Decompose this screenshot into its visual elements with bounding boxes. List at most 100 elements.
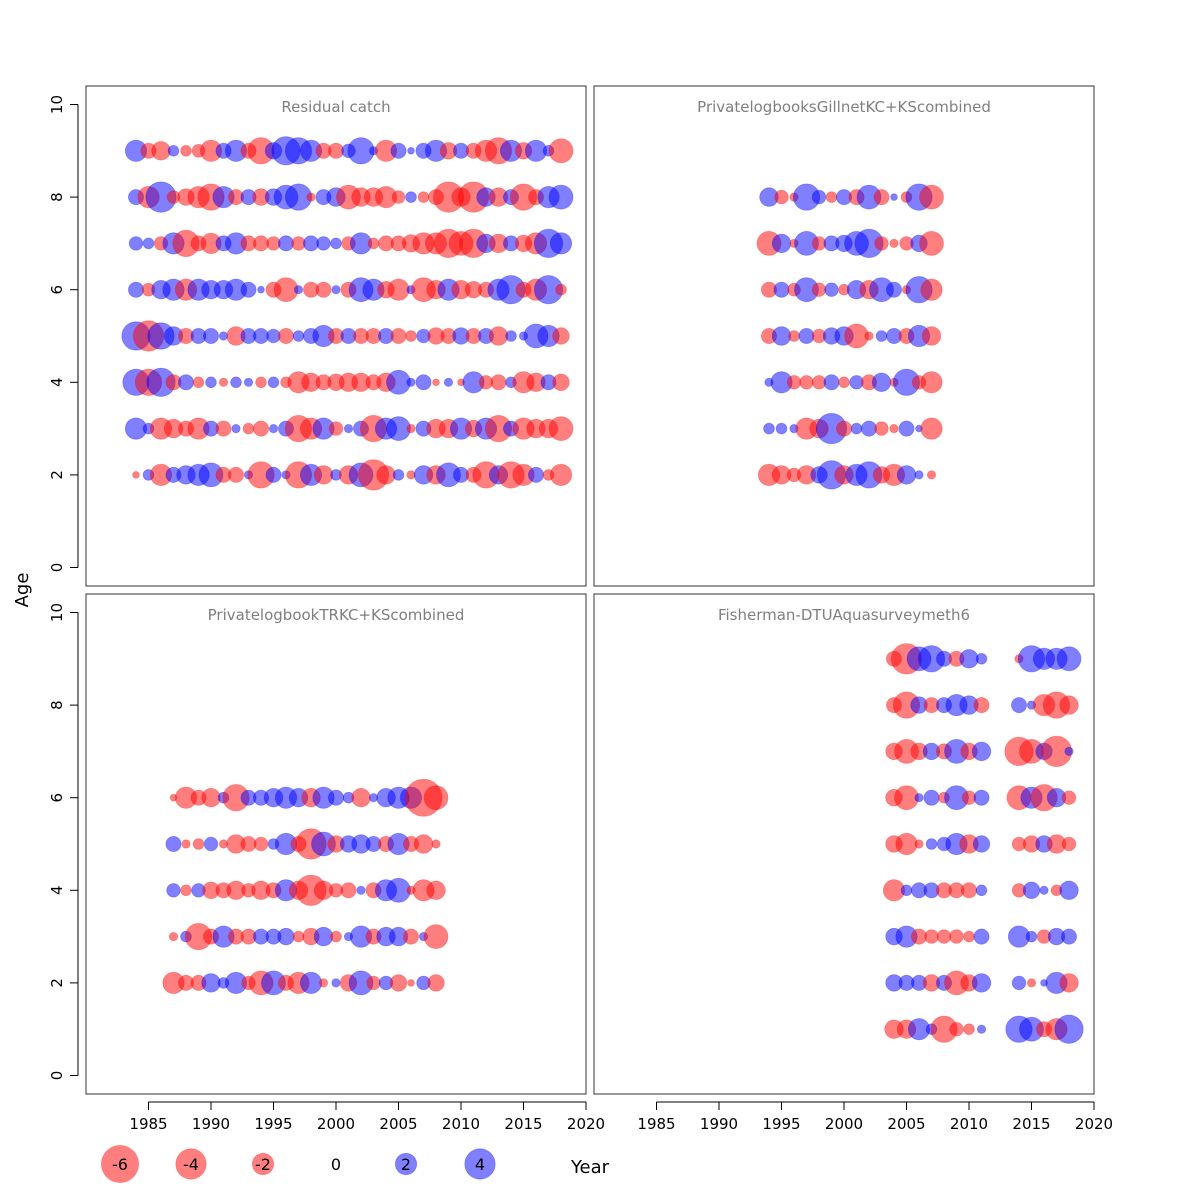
y-tick-label: 4 xyxy=(48,886,66,896)
bubble-point xyxy=(1061,790,1077,805)
bubble-point xyxy=(774,189,789,205)
bubble-point xyxy=(265,466,282,483)
bubble-point xyxy=(549,463,573,486)
bubble-point xyxy=(227,466,244,483)
bubble-point xyxy=(230,376,242,389)
bubble-point xyxy=(432,378,440,387)
bubble-point xyxy=(390,142,407,159)
bubble-point xyxy=(971,741,992,762)
bubble-point xyxy=(180,145,192,157)
bubble-point xyxy=(167,145,180,157)
bubble-point xyxy=(920,371,943,394)
x-tick-label: 2015 xyxy=(504,1115,542,1133)
bubble-point xyxy=(127,281,144,298)
legend-item: -6 xyxy=(101,1145,140,1184)
bubble-point xyxy=(890,193,898,201)
y-axis: 0 2 4 6 8 10 xyxy=(48,603,79,1080)
bubble-point xyxy=(313,465,334,485)
bubble-point xyxy=(180,884,192,897)
bubble-point xyxy=(427,974,445,992)
bubble-point xyxy=(318,978,329,988)
bubble-point xyxy=(1025,930,1038,943)
bubble-point xyxy=(218,377,229,387)
bubble-point xyxy=(552,373,570,392)
legend-item: 2 xyxy=(394,1152,418,1176)
x-tick-label: 2015 xyxy=(1012,1115,1050,1133)
bubble-point xyxy=(389,974,408,992)
bubble-point xyxy=(257,285,265,294)
bubble-point xyxy=(914,839,924,849)
bubble-point xyxy=(1059,973,1079,993)
legend-bubble xyxy=(101,1145,140,1184)
bubble-point xyxy=(240,281,257,298)
x-tick-label: 1985 xyxy=(637,1115,675,1133)
legend-bubble xyxy=(464,1148,496,1180)
y-tick-label: 4 xyxy=(48,378,66,388)
legend-label: -6 xyxy=(112,1155,128,1174)
bubble-point xyxy=(313,926,334,947)
y-axis: 0 2 4 6 8 10 xyxy=(48,95,79,572)
y-axes: 0 2 4 6 8 10 0 2 4 6 8 10 xyxy=(48,95,79,1080)
bubble-point xyxy=(242,422,255,435)
bubble-point xyxy=(552,327,570,345)
bubble-point xyxy=(914,793,924,803)
x-tick-label: 2000 xyxy=(317,1115,355,1133)
bubble-point xyxy=(975,884,988,897)
bubble-point xyxy=(490,374,507,391)
bubble-point xyxy=(1054,1014,1084,1044)
bubble-point xyxy=(1022,881,1041,900)
bubble-point xyxy=(330,237,342,250)
bubble-point xyxy=(949,929,964,944)
bubble-point xyxy=(889,238,899,248)
legend-item: 4 xyxy=(464,1148,496,1180)
bubble-point xyxy=(924,929,939,944)
bubble-point xyxy=(340,882,357,899)
bubble-point xyxy=(1059,695,1079,715)
bubble-point xyxy=(824,282,839,297)
bubble-point xyxy=(874,421,889,436)
bubble-point xyxy=(431,839,441,849)
legend-bubble xyxy=(175,1148,207,1180)
x-tick-label: 1985 xyxy=(129,1115,167,1133)
legend-label: -4 xyxy=(183,1155,199,1174)
bubble-point xyxy=(192,376,205,389)
bubble-point xyxy=(823,374,840,391)
bubble-point xyxy=(914,470,924,480)
bubble-point xyxy=(900,884,913,897)
bubble-point xyxy=(328,421,344,436)
bubble-point xyxy=(168,931,179,942)
panel-title: PrivatelogbooksGillnetKC+KScombined xyxy=(697,98,991,116)
bubble-point xyxy=(405,191,417,203)
legend-item: -4 xyxy=(175,1148,207,1180)
bubble-point xyxy=(889,423,899,434)
bubble-point xyxy=(443,377,454,387)
bubble-point xyxy=(181,839,191,849)
legend-item: 0 xyxy=(331,1155,341,1174)
bubble-point xyxy=(1064,746,1074,757)
bubble-point xyxy=(1061,836,1077,852)
bubble-point xyxy=(132,471,140,479)
bubble-point xyxy=(351,788,371,808)
bubble-point xyxy=(293,285,304,295)
bubble-point xyxy=(871,372,892,393)
x-tick-label: 2005 xyxy=(379,1115,417,1133)
bubble-point xyxy=(1011,975,1027,991)
x-tick-label: 2000 xyxy=(825,1115,863,1133)
bubble-point xyxy=(292,330,305,342)
panel: Residual catch xyxy=(85,85,587,587)
bubble-point xyxy=(936,929,952,944)
bubble-point xyxy=(975,652,988,665)
bubble-point xyxy=(205,376,217,389)
panel-frame xyxy=(85,593,587,1095)
bubble-point xyxy=(920,417,943,440)
bubble-point xyxy=(407,979,415,987)
bubble-point xyxy=(423,785,449,811)
bubble-point xyxy=(330,930,342,943)
bubble-point xyxy=(376,465,396,485)
bubble-point xyxy=(142,237,155,250)
bubble-point xyxy=(836,420,853,437)
x-tick-label: 1995 xyxy=(762,1115,800,1133)
bubble-point xyxy=(231,423,241,434)
bubble-point xyxy=(268,423,279,434)
panel-frame xyxy=(85,85,587,587)
